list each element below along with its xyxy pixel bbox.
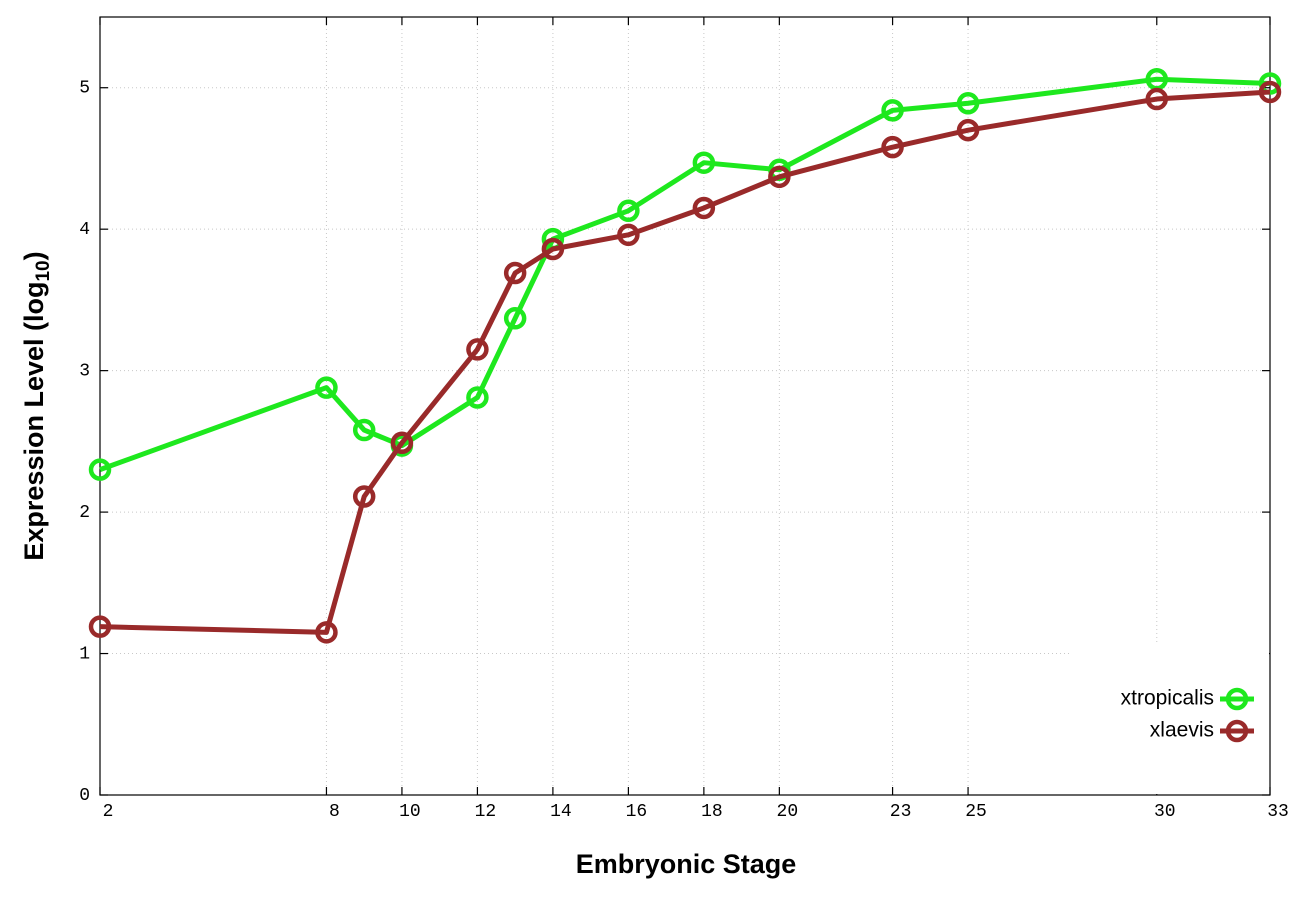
point-marker [881,135,904,159]
point-marker [617,199,640,223]
legend-background [1070,645,1269,794]
y-axis-label-text: Expression Level (log [19,282,49,561]
point-marker [352,485,376,508]
x-tick-label: 2 [103,802,114,822]
point-marker [503,307,527,330]
x-tick-label: 14 [550,802,572,822]
plot-frame [99,16,1271,796]
point-marker [692,196,716,220]
legend-swatch-marker [1225,687,1249,711]
point-marker [88,615,112,638]
y-axis-label: Expression Level (log10) [19,251,54,560]
x-tick-label: 23 [890,802,912,822]
point-marker [768,165,791,189]
point-marker [352,418,376,442]
point-marker [956,92,980,115]
y-tick-label: 3 [79,361,90,381]
point-marker [315,376,338,399]
x-tick-label: 12 [475,802,497,822]
y-axis-label-subscript: 10 [33,260,54,281]
point-marker [956,118,980,142]
x-tick-label: 30 [1154,802,1176,822]
legend-label: xlaevis [1150,719,1214,742]
x-tick-label: 33 [1267,802,1289,822]
point-marker [1145,87,1169,111]
legend-swatch-marker [1225,719,1249,743]
point-marker [617,223,640,247]
point-marker [466,386,489,409]
point-marker [390,431,414,455]
y-tick-label: 4 [79,220,90,240]
point-marker [315,621,338,644]
series-line [99,76,1271,473]
point-marker [881,99,904,122]
x-tick-label: 18 [701,802,723,822]
x-tick-label: 10 [399,802,421,822]
y-axis-label-close: ) [19,251,49,260]
point-marker [692,151,716,174]
x-tick-label: 16 [626,802,648,822]
point-marker [88,458,112,481]
y-tick-label: 1 [79,644,90,664]
legend-label: xtropicalis [1121,687,1214,710]
point-marker [541,237,565,261]
x-tick-label: 25 [965,802,987,822]
y-tick-label: 0 [79,786,90,806]
point-marker [503,261,527,285]
y-tick-label: 2 [79,503,90,523]
point-marker [1258,80,1282,104]
x-tick-label: 8 [329,802,340,822]
point-marker [466,338,489,361]
y-tick-label: 5 [79,78,90,98]
x-tick-label: 20 [777,802,799,822]
x-axis-label: Embryonic Stage [576,849,797,879]
